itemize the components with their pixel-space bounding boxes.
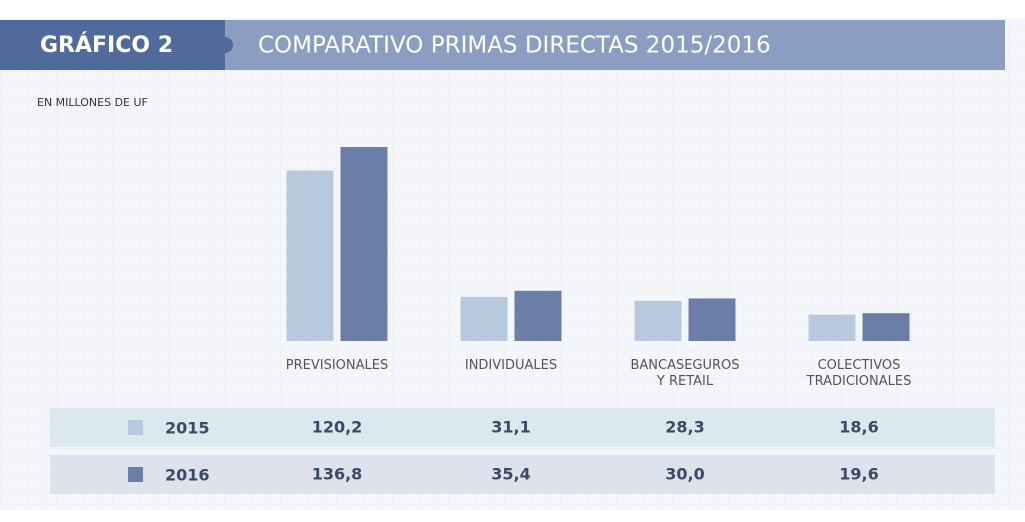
table-value: 19,6 [839,465,878,484]
label-band [0,20,225,70]
title-band [225,20,1005,70]
category-label: BANCASEGUROS Y RETAIL [630,358,739,389]
category-label: INDIVIDUALES [465,358,557,373]
table-value: 136,8 [312,465,363,484]
bar [688,298,736,341]
bar [862,313,910,341]
table-value: 30,0 [665,465,704,484]
table-value: 18,6 [839,418,878,437]
bar [340,147,388,341]
label-dot [217,37,233,53]
top-margin [0,0,1025,18]
chart-label: GRÁFICO 2 [40,32,173,58]
category-label: PREVISIONALES [286,358,388,373]
legend-swatch [128,420,143,435]
category-label: COLECTIVOS TRADICIONALES [806,358,912,389]
bar [634,300,682,341]
table-row [50,408,995,447]
table-value: 120,2 [312,418,363,437]
legend-label: 2015 [165,419,210,438]
bottom-margin [0,510,1025,522]
table-value: 31,1 [491,418,530,437]
table-value: 28,3 [665,418,704,437]
chart-title: COMPARATIVO PRIMAS DIRECTAS 2015/2016 [258,33,771,59]
legend-swatch [128,467,143,482]
bar [286,170,334,341]
table-value: 35,4 [491,465,530,484]
bar [808,314,856,341]
chart-subtitle: EN MILLONES DE UF [37,96,148,109]
bar [514,290,562,341]
table-row [50,455,995,494]
bar [460,296,508,341]
legend-label: 2016 [165,466,210,485]
